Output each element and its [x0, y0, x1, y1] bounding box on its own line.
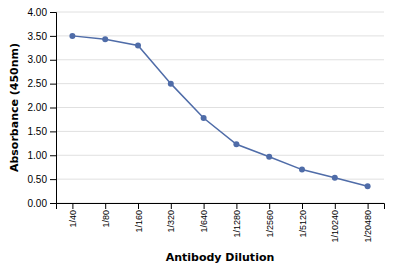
x-tick-label: 1/2560 [265, 210, 275, 238]
grid [56, 12, 384, 203]
y-tick-label: 2.50 [28, 78, 48, 89]
x-tick: 1/2560 [265, 203, 275, 238]
y-tick: 1.00 [28, 150, 56, 161]
x-tick: 1/640 [199, 203, 209, 233]
grid-line [56, 12, 384, 13]
marker [365, 183, 371, 189]
grid-line [56, 83, 384, 84]
y-tick-label: 1.00 [28, 150, 48, 161]
x-tick: 1/20480 [363, 203, 373, 243]
y-tick-mark [50, 84, 56, 85]
x-axis-line [57, 204, 385, 210]
x-tick-mark [138, 203, 139, 209]
y-tick-label: 3.00 [28, 54, 48, 65]
x-tick: 1/320 [166, 203, 176, 233]
x-tick-mark [171, 203, 172, 209]
x-tick-label: 1/640 [199, 210, 209, 233]
x-tick: 1/160 [134, 203, 144, 233]
x-axis-title: Antibody Dilution [166, 251, 275, 264]
x-tick-label: 1/10240 [330, 210, 340, 243]
chart: 1/40 1/80 1/160 1/320 1/640 1/1280 1/2560 1/512… [0, 0, 400, 267]
x-tick-label: 1/5120 [298, 210, 308, 238]
grid-line [56, 59, 384, 60]
x-tick-label: 1/80 [101, 210, 111, 228]
x-tick-label: 1/320 [166, 210, 176, 233]
marker [266, 154, 272, 160]
x-tick-mark [302, 203, 303, 209]
y-tick-mark [50, 108, 56, 109]
x-tick-mark [269, 203, 270, 209]
x-tick: 1/10240 [330, 203, 340, 243]
x-tick-mark [72, 203, 73, 209]
marker [332, 175, 338, 181]
x-tick: 1/80 [101, 203, 111, 228]
marker [233, 141, 239, 147]
y-tick: 2.00 [28, 102, 56, 113]
y-tick-label: 3.50 [28, 31, 48, 42]
y-tick-label: 0.50 [28, 174, 48, 185]
y-axis: 0.00 0.50 1.00 1.50 2.00 2.50 3.00 3.50 4.00 [28, 7, 57, 209]
y-tick-label: 2.00 [28, 102, 48, 113]
x-axis: 1/40 1/80 1/160 1/320 1/640 1/1280 1/2560 1/512… [57, 203, 385, 243]
grid-line [56, 155, 384, 156]
x-tick-label: 1/1280 [232, 210, 242, 238]
x-tick-label: 1/20480 [363, 210, 373, 243]
y-tick: 3.00 [28, 54, 56, 65]
x-tick-mark [335, 203, 336, 209]
y-axis-title: Absorbance (450nm) [8, 43, 21, 172]
y-tick-mark [50, 12, 56, 13]
marker [201, 115, 207, 121]
x-tick: 1/5120 [298, 203, 308, 238]
x-tick-mark [204, 203, 205, 209]
y-tick-mark [50, 60, 56, 61]
y-tick-label: 1.50 [28, 126, 48, 137]
marks [69, 33, 370, 189]
y-tick-mark [50, 179, 56, 180]
y-tick-mark [50, 131, 56, 132]
x-tick-label: 1/160 [134, 210, 144, 233]
x-tick: 1/40 [68, 203, 78, 228]
line [72, 36, 367, 186]
y-tick-label: 4.00 [28, 7, 48, 18]
y-tick-mark [50, 36, 56, 37]
grid-line [56, 107, 384, 108]
x-tick: 1/1280 [232, 203, 242, 238]
plot: 1/40 1/80 1/160 1/320 1/640 1/1280 1/2560 1/512… [28, 7, 385, 243]
y-tick: 4.00 [28, 7, 56, 18]
marker [69, 33, 75, 39]
marker [135, 42, 141, 48]
y-tick-label: 0.00 [28, 198, 48, 209]
x-tick-label: 1/40 [68, 210, 78, 228]
y-tick-mark [50, 155, 56, 156]
x-tick-mark [105, 203, 106, 209]
y-axis-line [50, 13, 57, 204]
x-tick-mark [368, 203, 369, 209]
y-tick: 3.50 [28, 31, 56, 42]
marker [102, 36, 108, 42]
y-tick: 1.50 [28, 126, 56, 137]
marker [168, 81, 174, 87]
x-tick-mark [236, 203, 237, 209]
marker [299, 167, 305, 173]
y-tick: 0.00 [28, 198, 56, 209]
y-tick: 2.50 [28, 78, 56, 89]
y-tick: 0.50 [28, 174, 56, 185]
y-tick-mark [50, 203, 56, 204]
